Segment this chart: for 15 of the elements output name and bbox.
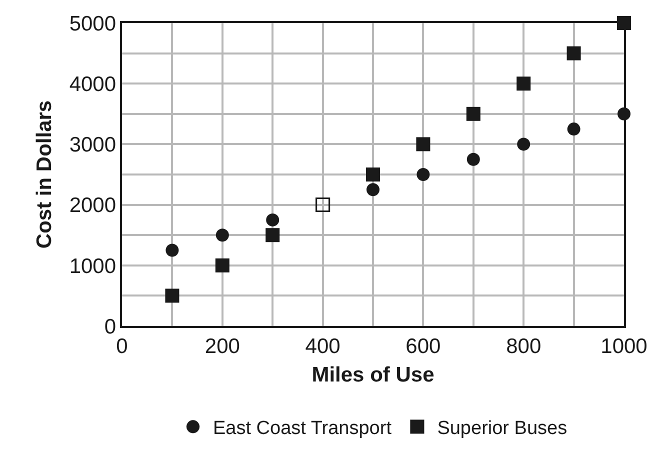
y-tick-label: 4000 xyxy=(69,72,116,96)
x-tick-label: 200 xyxy=(204,334,240,358)
legend-label: East Coast Transport xyxy=(213,418,392,440)
x-tick-label: 400 xyxy=(305,334,340,358)
y-tick-label: 3000 xyxy=(69,134,116,157)
y-tick-label: 1000 xyxy=(69,254,116,278)
y-tick-label: 5000 xyxy=(69,12,116,36)
y-tick-label: 2000 xyxy=(69,194,116,218)
legend-label: Superior Buses xyxy=(437,418,568,440)
y-tick-label: 0 xyxy=(104,315,116,338)
y-axis-title: Cost in Dollars xyxy=(32,100,56,249)
x-tick-label: 800 xyxy=(506,334,542,358)
x-tick-label: 600 xyxy=(406,334,441,358)
x-axis-title: Miles of Use xyxy=(312,364,434,387)
x-tick-label: 1000 xyxy=(600,334,648,358)
